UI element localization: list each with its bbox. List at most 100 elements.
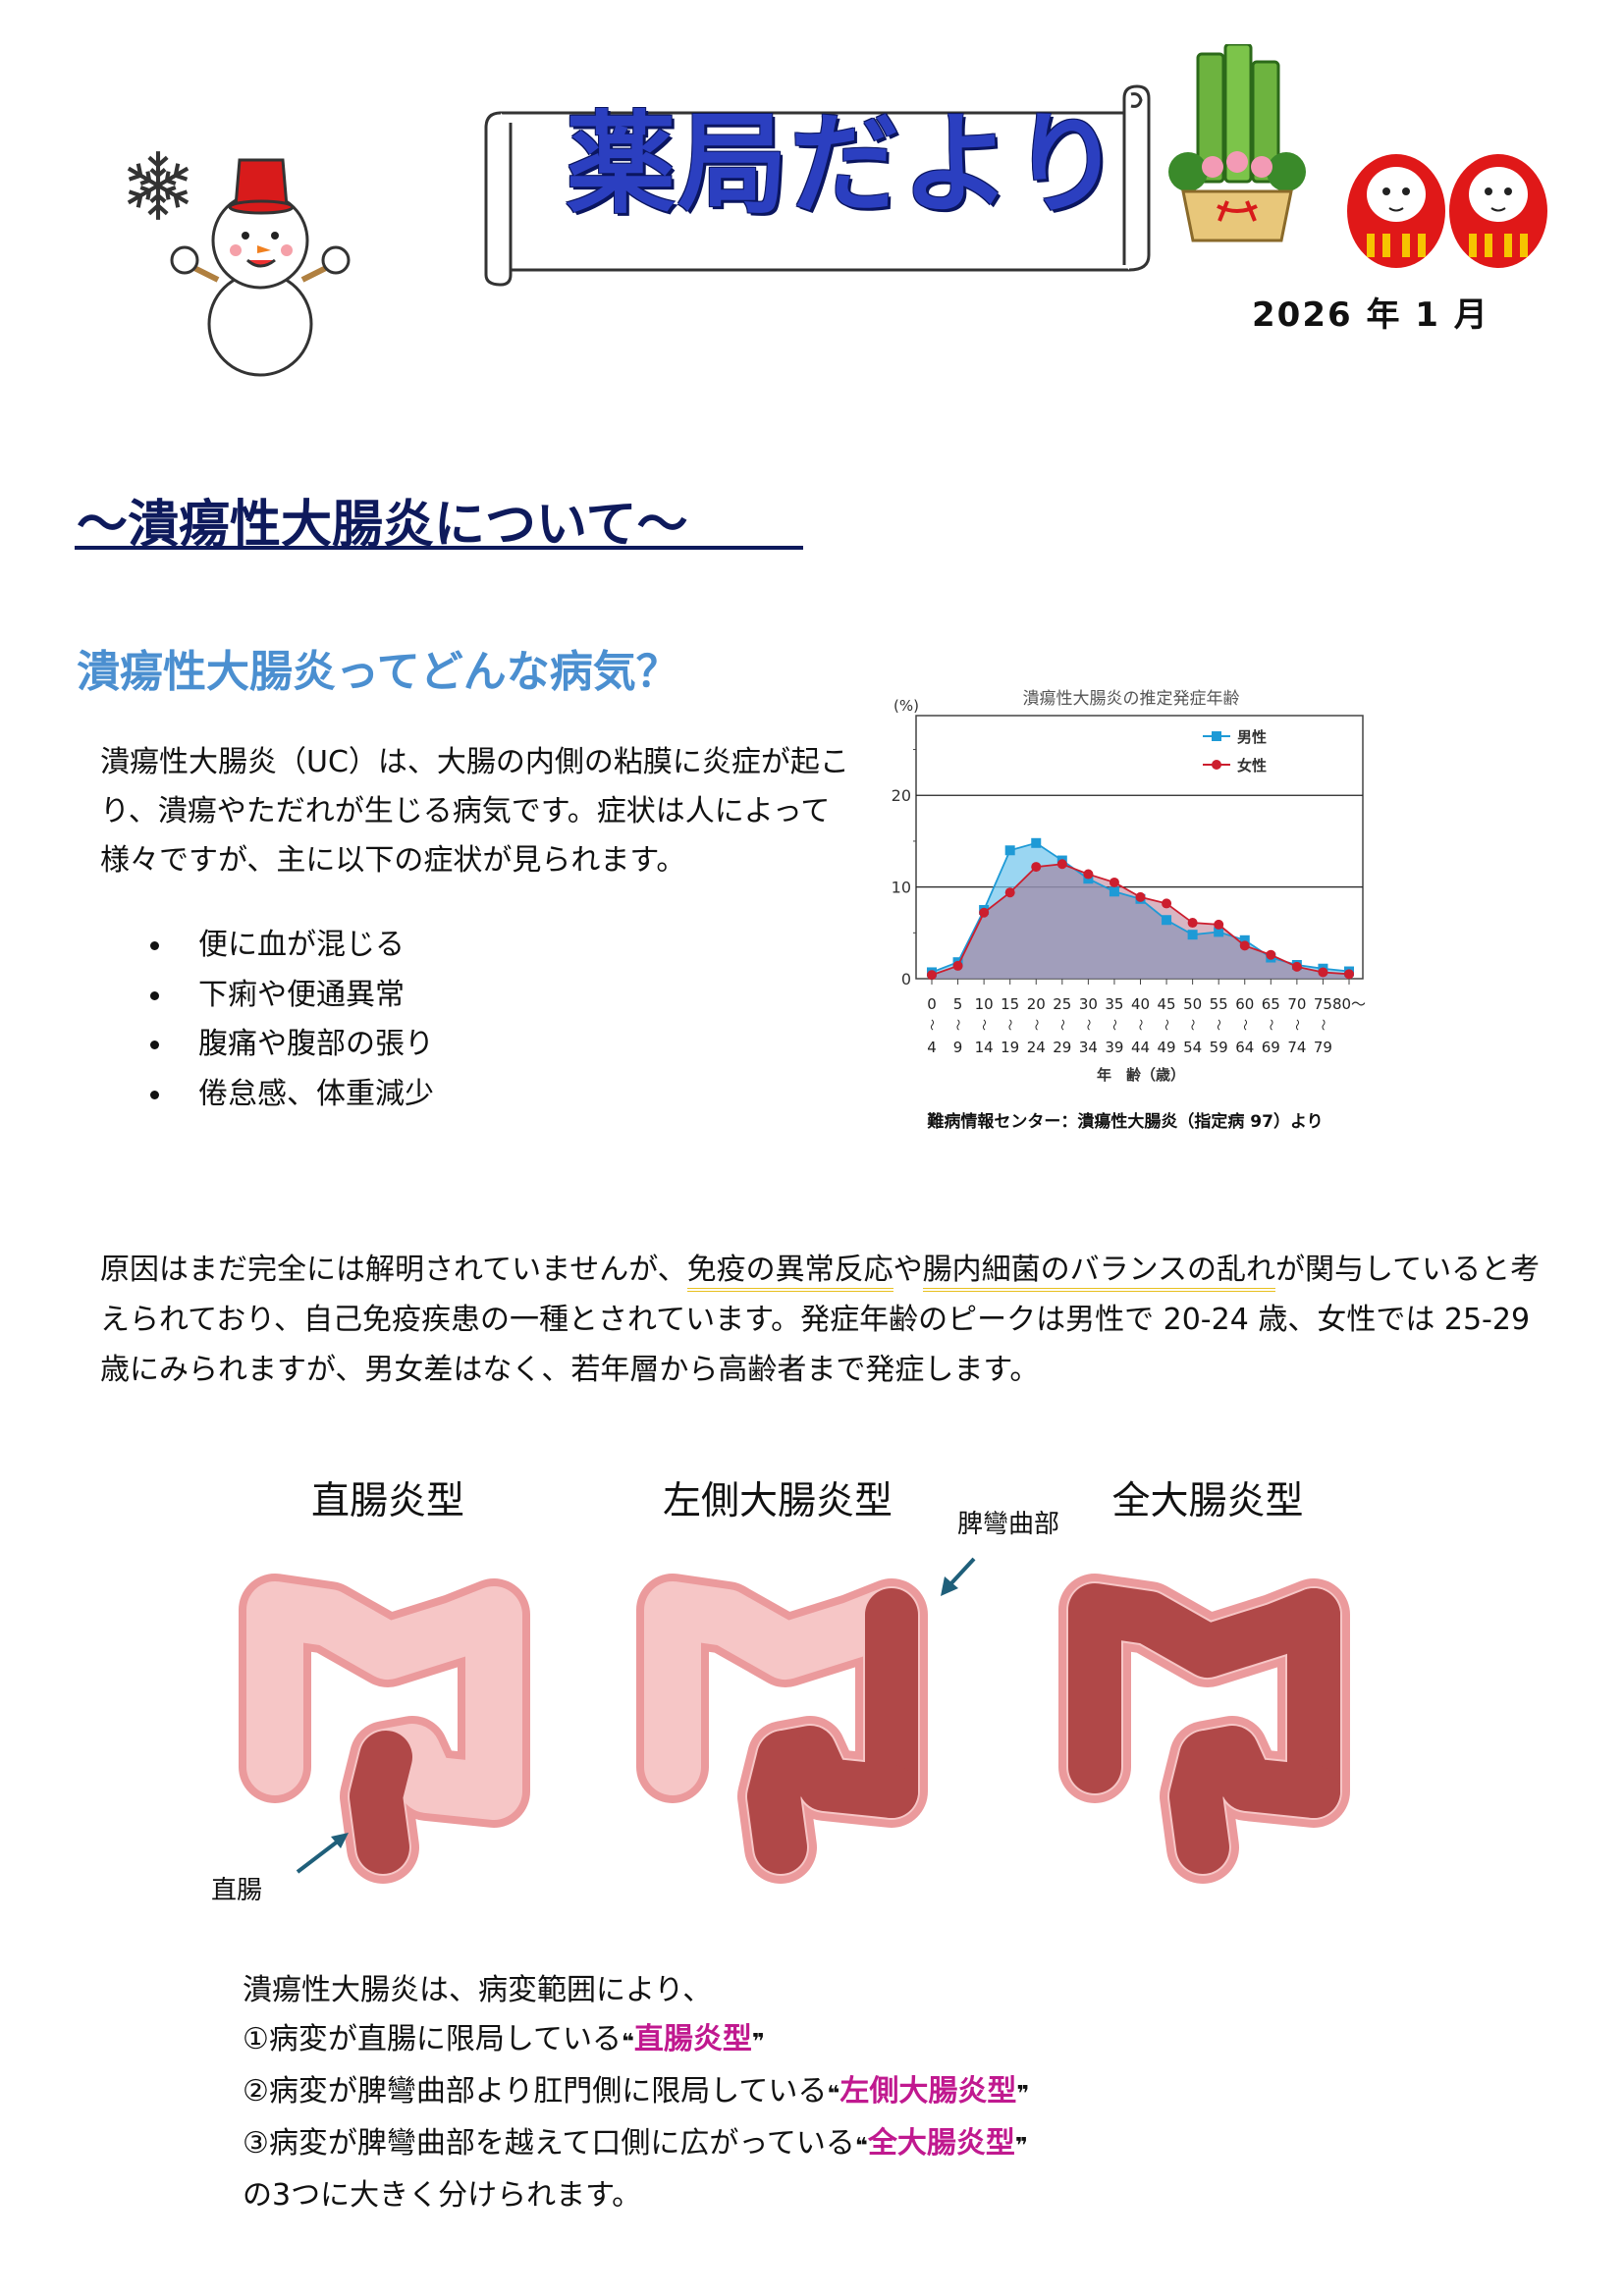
type-name: 全大腸炎型 <box>867 2126 1015 2161</box>
x-tick-range-mark: 〜 <box>1134 1019 1148 1031</box>
chart-title: 潰瘍性大腸炎の推定発症年齢 <box>1023 689 1240 709</box>
x-tick-label-to: 14 <box>975 1039 994 1056</box>
x-tick-label-to: 49 <box>1158 1039 1176 1056</box>
x-axis-label: 年 齢（歳） <box>1097 1066 1185 1084</box>
symptom-text: 倦怠感、体重減少 <box>198 1076 434 1111</box>
data-point-male <box>1162 915 1172 926</box>
x-tick-label-from: 60 <box>1235 995 1254 1013</box>
y-tick-label: 0 <box>901 970 911 988</box>
list-item: ①病変が直腸に限局している❝直腸炎型❞ <box>243 2015 1029 2067</box>
highlight-bacteria: 腸内細菌のバランスの乱れ <box>922 1253 1276 1292</box>
colon-diagram-proctitis <box>239 1574 530 1884</box>
y-tick-label: 20 <box>892 786 911 805</box>
list-item: 下痢や便通異常 <box>147 971 434 1021</box>
legend-male-label: 男性 <box>1237 728 1267 746</box>
type-label-pancolitis: 全大腸炎型 <box>1111 1479 1304 1523</box>
data-point-male <box>1187 930 1198 940</box>
data-point-female <box>1318 967 1328 978</box>
item-text: ①病変が直腸に限局している <box>243 2022 622 2056</box>
data-point-male <box>1239 934 1250 945</box>
x-tick-label-to: 44 <box>1131 1039 1150 1056</box>
colon-inflamed-segment <box>350 1731 412 1874</box>
quote-close: ❞ <box>1016 2082 1030 2107</box>
x-tick-label-from: 80～ <box>1332 995 1366 1013</box>
x-tick-label-from: 20 <box>1027 995 1046 1013</box>
x-tick-label-from: 25 <box>1053 995 1071 1013</box>
list-item: ②病変が脾彎曲部より肛門側に限局している❝左側大腸炎型❞ <box>243 2067 1029 2119</box>
snowman-icon <box>170 158 351 377</box>
classification-outro: の3つに大きく分けられます。 <box>243 2178 642 2213</box>
data-point-female <box>1162 898 1172 909</box>
y-axis-label: (%) <box>893 697 919 715</box>
x-tick-range-mark: 〜 <box>977 1019 991 1031</box>
x-tick-label-from: 75 <box>1314 995 1332 1013</box>
type-label-left-sided: 左側大腸炎型 <box>662 1479 893 1523</box>
snowflake-icon <box>118 151 198 226</box>
x-tick-label-to: 4 <box>927 1039 937 1056</box>
x-tick-label-to: 54 <box>1183 1039 1202 1056</box>
x-tick-label-to: 74 <box>1287 1039 1306 1056</box>
x-tick-label-to: 69 <box>1262 1039 1280 1056</box>
newsletter-title: 薬局だより <box>566 101 1123 229</box>
chart-source: 難病情報センター：潰瘍性大腸炎（指定病 97）より <box>927 1111 1323 1132</box>
type-label-proctitis: 直腸炎型 <box>310 1479 465 1523</box>
colon-diagram-left-sided <box>636 1574 928 1884</box>
cause-text: が関与していると考えられており、自己免疫疾患の一種とされています。発症年齢のピー… <box>100 1253 1541 1387</box>
data-point-female <box>1266 949 1276 960</box>
x-tick-label-from: 55 <box>1210 995 1228 1013</box>
data-point-female <box>1083 869 1094 880</box>
cause-text: や <box>893 1253 923 1287</box>
x-tick-label-from: 15 <box>1001 995 1019 1013</box>
x-tick-range-mark: 〜 <box>1003 1019 1017 1031</box>
x-tick-range-mark: 〜 <box>1108 1019 1121 1031</box>
article-heading: ～潰瘍性大腸炎について～ <box>77 496 688 555</box>
x-tick-range-mark: 〜 <box>925 1019 939 1031</box>
quote-close: ❞ <box>1014 2134 1028 2159</box>
daruma-icon <box>1347 153 1548 269</box>
heading-underline <box>75 546 803 550</box>
data-point-female <box>1109 877 1119 887</box>
x-tick-range-mark: 〜 <box>1212 1019 1225 1031</box>
arrow-icon <box>296 1833 349 1874</box>
x-tick-label-from: 70 <box>1287 995 1306 1013</box>
x-tick-label-to: 34 <box>1079 1039 1098 1056</box>
data-point-female <box>1239 940 1250 951</box>
issue-date: 2026 年 1 月 <box>1252 295 1489 335</box>
kadomatsu-icon <box>1168 44 1306 242</box>
x-tick-label-from: 5 <box>953 995 963 1013</box>
x-tick-label-to: 9 <box>953 1039 963 1056</box>
quote-open: ❝ <box>827 2082 840 2107</box>
x-tick-range-mark: 〜 <box>1160 1019 1173 1031</box>
data-point-male <box>1004 845 1015 856</box>
x-tick-range-mark: 〜 <box>1186 1019 1200 1031</box>
data-point-male <box>1031 837 1042 848</box>
x-tick-range-mark: 〜 <box>1316 1019 1329 1031</box>
data-point-female <box>927 970 937 981</box>
bullet-icon <box>150 1090 159 1099</box>
x-tick-label-to: 19 <box>1001 1039 1019 1056</box>
x-tick-label-from: 45 <box>1158 995 1176 1013</box>
legend-female-label: 女性 <box>1237 757 1267 774</box>
list-item: 便に血が混じる <box>147 921 434 971</box>
x-tick-range-mark: 〜 <box>1056 1019 1069 1031</box>
section-subheading: 潰瘍性大腸炎ってどんな病気？ <box>77 647 679 697</box>
x-tick-range-mark: 〜 <box>1029 1019 1043 1031</box>
symptom-list: 便に血が混じる 下痢や便通異常 腹痛や腹部の張り 倦怠感、体重減少 <box>147 921 434 1119</box>
data-point-female <box>1214 919 1224 930</box>
classification-intro: 潰瘍性大腸炎は、病変範囲により、 <box>243 1973 713 2007</box>
x-tick-range-mark: 〜 <box>951 1019 965 1031</box>
data-point-female <box>1004 887 1015 898</box>
x-tick-label-from: 65 <box>1262 995 1280 1013</box>
bullet-icon <box>150 1041 159 1049</box>
classification-list: 潰瘍性大腸炎は、病変範囲により、 ①病変が直腸に限局している❝直腸炎型❞ ②病変… <box>243 1966 1029 2220</box>
quote-open: ❝ <box>854 2134 868 2159</box>
highlight-immune: 免疫の異常反応 <box>686 1253 893 1292</box>
colon-inflamed-segment <box>747 1731 810 1874</box>
y-tick-label: 10 <box>892 879 911 897</box>
x-tick-label-from: 0 <box>927 995 937 1013</box>
splenic-flexure-label: 脾彎曲部 <box>957 1510 1060 1539</box>
symptom-text: 便に血が混じる <box>198 928 405 962</box>
x-tick-label-from: 10 <box>975 995 994 1013</box>
x-tick-range-mark: 〜 <box>1290 1019 1304 1031</box>
scroll-banner <box>484 84 1151 287</box>
